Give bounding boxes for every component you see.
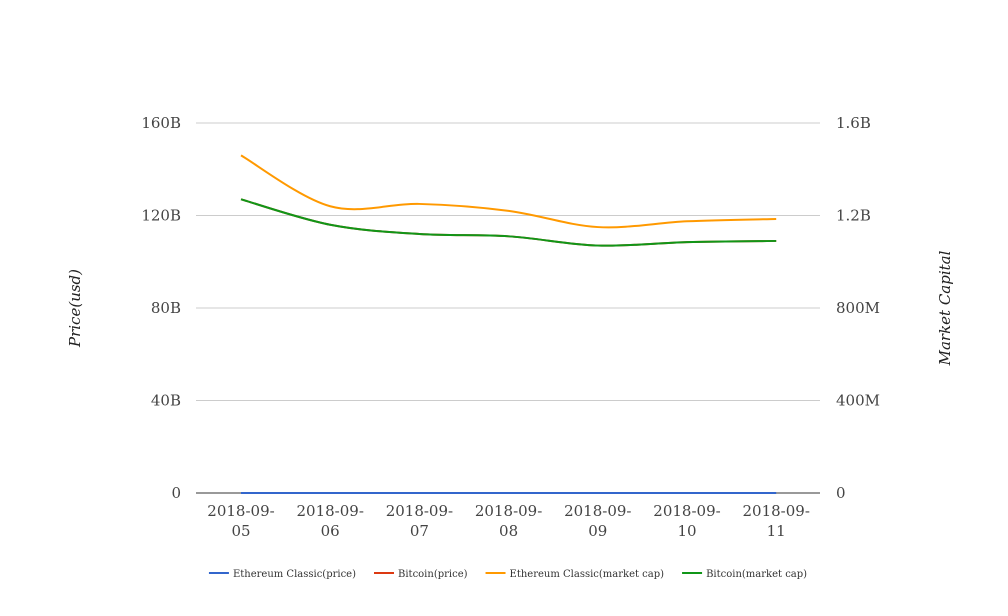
x-tick-label: 2018-09-05 [207, 502, 274, 540]
right-tick-label: 400M [836, 392, 880, 410]
left-axis: 0 40B 80B 120B 160B [141, 114, 181, 502]
legend-item[interactable]: Ethereum Classic(market cap) [485, 569, 665, 580]
legend-label: Ethereum Classic(price) [233, 569, 356, 580]
x-tick-label: 2018-09-11 [742, 502, 809, 540]
left-tick-label: 40B [151, 392, 181, 410]
right-axis-title: Market Capital [936, 250, 954, 366]
right-tick-label: 0 [836, 484, 846, 502]
legend-label: Bitcoin(price) [398, 569, 468, 580]
gridlines [196, 122, 820, 494]
right-axis: 0 400M 800M 1.2B 1.6B [836, 114, 880, 502]
x-tick-label: 2018-09-08 [475, 502, 542, 540]
left-axis-title: Price(usd) [66, 269, 84, 348]
left-tick-label: 0 [171, 484, 181, 502]
x-tick-label: 2018-09-09 [564, 502, 631, 540]
right-tick-label: 800M [836, 299, 880, 317]
left-tick-label: 80B [151, 299, 181, 317]
legend-item[interactable]: Ethereum Classic(price) [208, 569, 356, 580]
series-lines [240, 154, 777, 495]
legend-label: Bitcoin(market cap) [706, 569, 807, 580]
series-line-bitcoin-market-cap [240, 198, 777, 247]
legend-item[interactable]: Bitcoin(market cap) [682, 569, 807, 580]
x-axis: 2018-09-05 2018-09-06 2018-09-07 2018-09-08… [207, 502, 810, 540]
right-tick-label: 1.6B [836, 114, 871, 132]
left-tick-label: 120B [141, 207, 181, 225]
left-tick-label: 160B [141, 114, 181, 132]
legend-item[interactable]: Bitcoin(price) [374, 569, 468, 580]
x-tick-label: 2018-09-10 [653, 502, 720, 540]
legend: Ethereum Classic(price) Bitcoin(price) Eth… [208, 569, 807, 580]
x-tick-label: 2018-09-06 [296, 502, 363, 540]
series-line-ethereum-classic-market-cap [240, 154, 777, 229]
legend-label: Ethereum Classic(market cap) [510, 569, 665, 580]
right-tick-label: 1.2B [836, 207, 871, 225]
x-tick-label: 2018-09-07 [386, 502, 453, 540]
